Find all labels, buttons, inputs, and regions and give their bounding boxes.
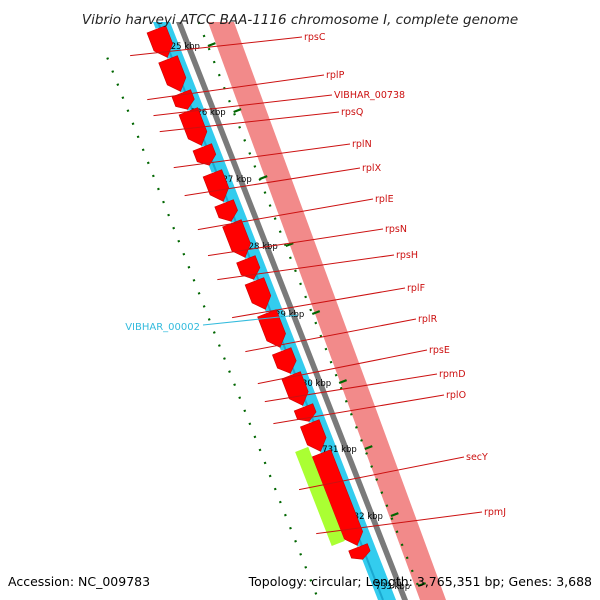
- callout-line: [130, 36, 303, 57]
- gene-label: rplN: [352, 139, 372, 150]
- reverse-feature-label: VIBHAR_00002: [125, 322, 200, 333]
- tick-label: 728 kbp: [243, 242, 278, 252]
- gene-label: secY: [466, 452, 488, 463]
- tick-mark: [259, 175, 268, 181]
- callout-line: [147, 74, 325, 101]
- callout-line: [232, 287, 406, 319]
- gene-label: rpsE: [429, 345, 450, 356]
- callout-line: [173, 143, 351, 169]
- cds-arrow: [146, 25, 174, 58]
- map-title: Vibrio harveyi ATCC BAA-1116 chromosome …: [82, 12, 518, 28]
- tick-mark: [364, 445, 373, 451]
- cds-arrow: [202, 169, 230, 202]
- gene-callouts: rpsC rplP VIBHAR_00738 rpsQ rplN rplX rplE rpsN…: [125, 32, 506, 535]
- callout-line: [273, 394, 445, 425]
- secY-feature: [295, 446, 345, 546]
- cds-arrow: [300, 419, 327, 452]
- gene-label: rplX: [362, 163, 382, 174]
- reverse-callout-line: [202, 314, 298, 326]
- callout-line: [298, 456, 465, 491]
- callout-line: [159, 111, 340, 133]
- tick-label: 729 kbp: [270, 310, 305, 320]
- callout-line: [197, 198, 374, 231]
- gene-features: [133, 25, 371, 560]
- gene-label: rpsN: [385, 224, 407, 235]
- callout-line: [207, 228, 384, 257]
- callout-line: [153, 94, 333, 117]
- gene-label: rpmJ: [484, 507, 506, 518]
- callout-line: [257, 349, 428, 385]
- backbone-track: [176, 22, 408, 600]
- gene-label: rplP: [326, 70, 345, 81]
- accession-text: Accession: NC_009783: [8, 574, 150, 589]
- cds-arrow: [348, 543, 371, 560]
- gene-label: rplR: [418, 314, 438, 325]
- callout-line: [264, 373, 438, 403]
- gene-band-track: [208, 22, 446, 600]
- tick-label: 733 kbp: [376, 582, 411, 592]
- tick-mark: [207, 42, 216, 48]
- cds-arrow: [236, 255, 261, 280]
- callout-line: [316, 511, 483, 535]
- tick-label: 725 kbp: [165, 42, 200, 52]
- tick-label: 726 kbp: [191, 108, 226, 118]
- cds-arrow: [281, 371, 309, 406]
- gene-label: rpsC: [304, 32, 326, 43]
- topology-text: Topology: circular; Length: 3,765,351 bp…: [248, 574, 592, 589]
- cds-arrow: [222, 219, 251, 258]
- tick-mark: [311, 310, 321, 316]
- cds-arrow: [244, 277, 272, 310]
- gene-label: VIBHAR_00738: [334, 90, 405, 101]
- tick-mark: [285, 242, 294, 248]
- cds-arrow: [158, 55, 187, 92]
- tick-mark: [417, 582, 427, 588]
- cds-arrow: [272, 347, 297, 374]
- tick-mark: [233, 108, 242, 114]
- gene-label: rplE: [375, 194, 394, 205]
- cds-arrow: [178, 107, 208, 146]
- gene-label: rpsQ: [341, 107, 363, 118]
- callout-line: [217, 254, 395, 281]
- gene-label: rpmD: [439, 369, 466, 380]
- gene-label: rpsH: [396, 250, 418, 261]
- tick-label: 732 kbp: [348, 512, 383, 522]
- callout-line: [184, 167, 361, 197]
- ruler: 725 kbp 726 kbp 727 kbp 728 kbp 729 kbp 730 k…: [106, 21, 427, 600]
- cds-arrow: [311, 449, 364, 546]
- cds-arrow: [214, 199, 238, 222]
- gene-label: rplF: [407, 283, 425, 294]
- ruler-minor-left-dots: [197, 21, 422, 593]
- tick-mark: [338, 379, 348, 385]
- tick-label: 727 kbp: [217, 175, 252, 185]
- tick-mark: [390, 512, 399, 518]
- gene-label: rplO: [446, 390, 466, 401]
- tick-label: 731 kbp: [322, 445, 357, 455]
- tick-label: 730 kbp: [297, 379, 332, 389]
- callout-line: [245, 318, 417, 353]
